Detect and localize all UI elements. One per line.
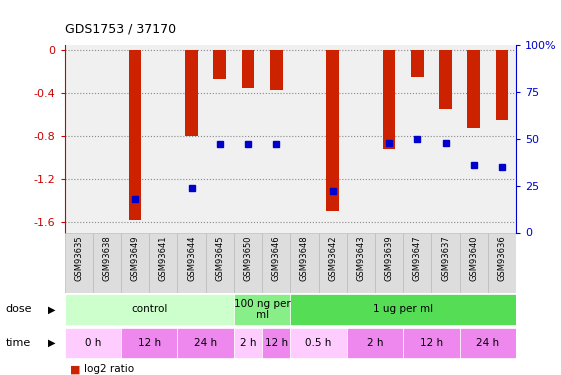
FancyBboxPatch shape (347, 328, 403, 358)
Text: GSM93640: GSM93640 (470, 236, 479, 281)
FancyBboxPatch shape (262, 328, 291, 358)
Text: 0 h: 0 h (85, 338, 101, 348)
Text: control: control (131, 304, 167, 314)
Bar (270, 50, 283, 90)
FancyBboxPatch shape (403, 232, 431, 292)
Text: GSM93645: GSM93645 (215, 236, 224, 281)
Text: 24 h: 24 h (194, 338, 217, 348)
FancyBboxPatch shape (291, 294, 516, 324)
Text: GSM93635: GSM93635 (74, 236, 83, 281)
FancyBboxPatch shape (234, 294, 291, 324)
Text: GSM93644: GSM93644 (187, 236, 196, 281)
FancyBboxPatch shape (177, 328, 234, 358)
Bar (411, 50, 424, 77)
Bar (327, 50, 339, 211)
Text: 12 h: 12 h (137, 338, 161, 348)
FancyBboxPatch shape (65, 294, 234, 324)
Text: 24 h: 24 h (476, 338, 499, 348)
FancyBboxPatch shape (149, 232, 177, 292)
Text: log2 ratio: log2 ratio (84, 364, 134, 374)
Bar (383, 50, 396, 149)
Bar (128, 50, 141, 220)
Bar (242, 50, 254, 88)
FancyBboxPatch shape (488, 232, 516, 292)
FancyBboxPatch shape (65, 328, 121, 358)
Text: ■: ■ (70, 364, 81, 374)
Text: GSM93636: GSM93636 (498, 236, 507, 281)
Text: GSM93643: GSM93643 (356, 236, 365, 281)
FancyBboxPatch shape (291, 328, 347, 358)
FancyBboxPatch shape (459, 232, 488, 292)
Text: GSM93637: GSM93637 (441, 236, 450, 281)
FancyBboxPatch shape (177, 232, 206, 292)
Text: GSM93641: GSM93641 (159, 236, 168, 281)
Bar (213, 50, 226, 79)
FancyBboxPatch shape (121, 232, 149, 292)
Text: dose: dose (6, 304, 32, 314)
FancyBboxPatch shape (431, 232, 459, 292)
FancyBboxPatch shape (262, 232, 291, 292)
FancyBboxPatch shape (234, 232, 262, 292)
Text: ▶: ▶ (48, 338, 55, 348)
Text: GSM93639: GSM93639 (385, 236, 394, 281)
FancyBboxPatch shape (234, 328, 262, 358)
Text: 2 h: 2 h (367, 338, 383, 348)
FancyBboxPatch shape (375, 232, 403, 292)
Text: 12 h: 12 h (420, 338, 443, 348)
Text: 100 ng per
ml: 100 ng per ml (234, 298, 291, 320)
Text: GSM93649: GSM93649 (131, 236, 140, 281)
FancyBboxPatch shape (65, 232, 93, 292)
Text: 2 h: 2 h (240, 338, 256, 348)
Text: time: time (6, 338, 31, 348)
FancyBboxPatch shape (93, 232, 121, 292)
Text: GSM93646: GSM93646 (272, 236, 280, 281)
Text: 0.5 h: 0.5 h (305, 338, 332, 348)
FancyBboxPatch shape (291, 232, 319, 292)
Text: GSM93647: GSM93647 (413, 236, 422, 281)
FancyBboxPatch shape (403, 328, 459, 358)
FancyBboxPatch shape (121, 328, 177, 358)
Text: GSM93650: GSM93650 (243, 236, 252, 281)
Bar (185, 50, 198, 136)
Text: GSM93638: GSM93638 (102, 236, 111, 281)
FancyBboxPatch shape (206, 232, 234, 292)
Bar (496, 50, 508, 120)
Text: GDS1753 / 37170: GDS1753 / 37170 (65, 22, 176, 36)
Text: ▶: ▶ (48, 304, 55, 314)
Text: GSM93648: GSM93648 (300, 236, 309, 281)
Text: GSM93642: GSM93642 (328, 236, 337, 281)
FancyBboxPatch shape (459, 328, 516, 358)
FancyBboxPatch shape (347, 232, 375, 292)
FancyBboxPatch shape (319, 232, 347, 292)
Text: 12 h: 12 h (265, 338, 288, 348)
Bar (467, 50, 480, 128)
Bar (439, 50, 452, 109)
Text: 1 ug per ml: 1 ug per ml (373, 304, 433, 314)
